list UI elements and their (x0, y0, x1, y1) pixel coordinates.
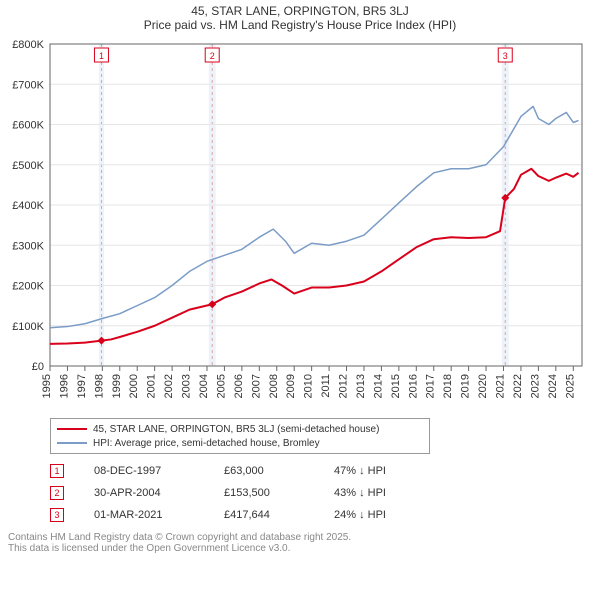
event-price: £153,500 (224, 487, 334, 499)
svg-text:2007: 2007 (250, 374, 262, 398)
svg-text:2020: 2020 (477, 374, 489, 398)
svg-text:£300K: £300K (12, 240, 44, 252)
svg-text:£0: £0 (32, 361, 44, 373)
svg-text:2008: 2008 (268, 374, 280, 398)
svg-text:1998: 1998 (93, 374, 105, 398)
event-diff: 24% ↓ HPI (334, 509, 434, 521)
svg-text:2024: 2024 (547, 374, 559, 398)
svg-text:2019: 2019 (460, 374, 472, 398)
svg-text:1995: 1995 (41, 374, 53, 398)
svg-text:1999: 1999 (111, 374, 123, 398)
legend-item: HPI: Average price, semi-detached house,… (57, 436, 423, 450)
legend-swatch (57, 442, 87, 444)
svg-text:2010: 2010 (303, 374, 315, 398)
svg-text:2009: 2009 (285, 374, 297, 398)
svg-text:2014: 2014 (372, 374, 384, 398)
svg-text:2021: 2021 (495, 374, 507, 398)
svg-text:2012: 2012 (338, 374, 350, 398)
event-row: 1 08-DEC-1997£63,00047% ↓ HPI (50, 460, 592, 482)
legend-swatch (57, 428, 87, 430)
svg-text:2017: 2017 (425, 374, 437, 398)
svg-text:2: 2 (210, 51, 215, 61)
chart-title: 45, STAR LANE, ORPINGTON, BR5 3LJ (0, 0, 600, 18)
svg-text:2023: 2023 (529, 374, 541, 398)
event-date: 08-DEC-1997 (94, 465, 224, 477)
event-marker-box: 2 (50, 486, 64, 500)
svg-text:2015: 2015 (390, 374, 402, 398)
svg-text:1: 1 (99, 51, 104, 61)
chart-subtitle: Price paid vs. HM Land Registry's House … (0, 18, 600, 34)
svg-text:£600K: £600K (12, 120, 44, 132)
svg-text:3: 3 (503, 51, 508, 61)
legend-label: HPI: Average price, semi-detached house,… (93, 438, 320, 449)
svg-text:£100K: £100K (12, 321, 44, 333)
chart-area: £0 £100K £200K £300K £400K £500K £600K £700K £80… (0, 34, 600, 414)
svg-text:£200K: £200K (12, 281, 44, 293)
svg-text:2005: 2005 (215, 374, 227, 398)
svg-text:2006: 2006 (233, 374, 245, 398)
svg-text:2022: 2022 (512, 374, 524, 398)
events-table: 1 08-DEC-1997£63,00047% ↓ HPI 2 30-APR-2004… (50, 460, 592, 526)
event-row: 3 01-MAR-2021£417,64424% ↓ HPI (50, 504, 592, 526)
event-diff: 43% ↓ HPI (334, 487, 434, 499)
svg-text:2001: 2001 (146, 374, 158, 398)
svg-text:£700K: £700K (12, 79, 44, 91)
svg-text:1997: 1997 (76, 374, 88, 398)
chart-svg: £0 £100K £200K £300K £400K £500K £600K £700K £80… (0, 34, 600, 414)
event-date: 01-MAR-2021 (94, 509, 224, 521)
svg-text:1996: 1996 (58, 374, 70, 398)
event-date: 30-APR-2004 (94, 487, 224, 499)
svg-text:£400K: £400K (12, 200, 44, 212)
svg-text:2004: 2004 (198, 374, 210, 398)
svg-text:2002: 2002 (163, 374, 175, 398)
svg-text:2025: 2025 (564, 374, 576, 398)
svg-text:2016: 2016 (407, 374, 419, 398)
svg-text:£800K: £800K (12, 39, 44, 51)
event-price: £417,644 (224, 509, 334, 521)
event-row: 2 30-APR-2004£153,50043% ↓ HPI (50, 482, 592, 504)
legend: 45, STAR LANE, ORPINGTON, BR5 3LJ (semi-… (50, 418, 430, 454)
legend-item: 45, STAR LANE, ORPINGTON, BR5 3LJ (semi-… (57, 422, 423, 436)
footer-line: Contains HM Land Registry data © Crown c… (8, 532, 592, 543)
svg-text:2003: 2003 (181, 374, 193, 398)
footer-line: This data is licensed under the Open Gov… (8, 543, 592, 554)
svg-text:2018: 2018 (442, 374, 454, 398)
svg-text:2011: 2011 (320, 374, 332, 398)
svg-text:2000: 2000 (128, 374, 140, 398)
event-diff: 47% ↓ HPI (334, 465, 434, 477)
event-marker-box: 1 (50, 464, 64, 478)
event-price: £63,000 (224, 465, 334, 477)
event-marker-box: 3 (50, 508, 64, 522)
svg-text:£500K: £500K (12, 160, 44, 172)
svg-text:2013: 2013 (355, 374, 367, 398)
legend-label: 45, STAR LANE, ORPINGTON, BR5 3LJ (semi-… (93, 424, 379, 435)
attribution-footer: Contains HM Land Registry data © Crown c… (8, 532, 592, 554)
